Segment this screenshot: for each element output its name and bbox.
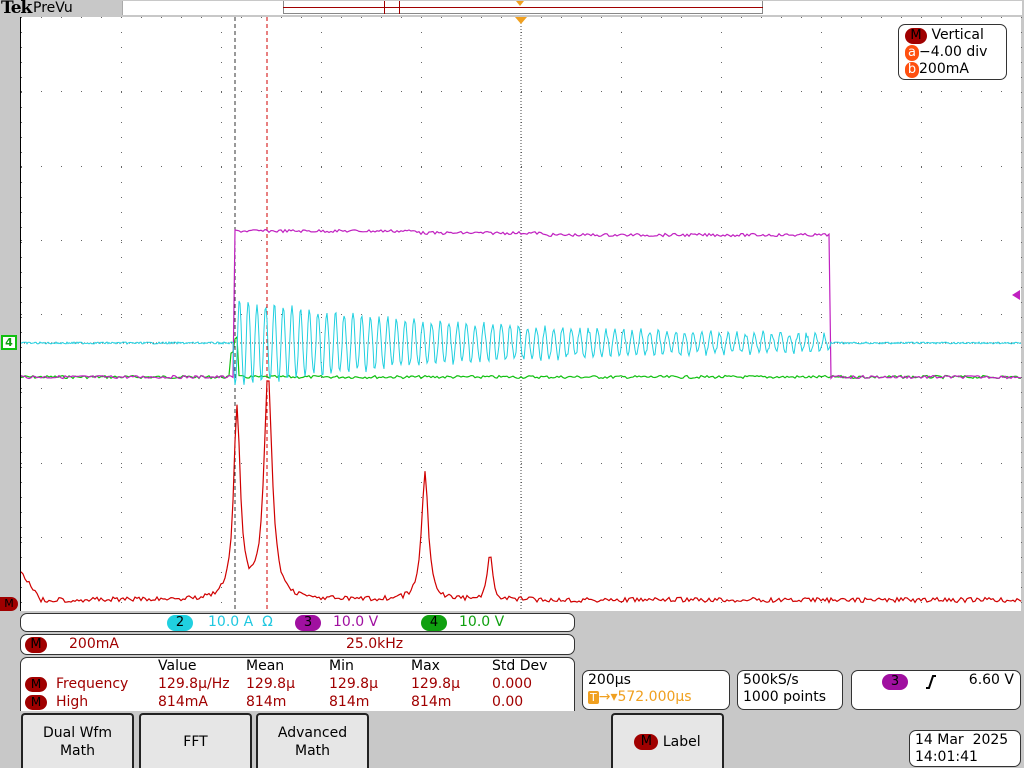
math-badge: M: [25, 695, 47, 710]
math-badge: M: [25, 637, 47, 653]
timebase-readout[interactable]: 200μs T →▾572.000μs: [582, 670, 730, 710]
trigger-source-badge: 3: [882, 674, 908, 690]
ch3-offset-arrow[interactable]: [1012, 290, 1020, 300]
ch4-scale[interactable]: 10.0 V: [459, 614, 505, 630]
math-badge: M: [905, 28, 927, 44]
measurement-header: Mean: [246, 658, 285, 674]
measurement-value: 0.00: [492, 694, 524, 710]
math-scale: 200mA: [69, 636, 119, 652]
top-bar: Tek PreVu: [0, 0, 1024, 18]
trigger-position: →▾572.000μs: [598, 689, 692, 705]
acquisition-readout[interactable]: 500kS/s 1000 points: [737, 670, 843, 710]
trigger-readout[interactable]: 3 6.60 V: [851, 670, 1021, 710]
trigger-position-icon: [515, 17, 527, 24]
measurement-value: 129.8μ: [411, 676, 460, 692]
label-text: Label: [662, 733, 701, 750]
waveform-display[interactable]: M Vertical a −4.00 div b 200mA: [20, 17, 1022, 611]
measurement-panel[interactable]: Value Mean Min Max Std Dev M Frequency 129.8μ/H…: [20, 657, 575, 711]
math-badge: M: [634, 733, 659, 750]
record-view-bar[interactable]: [122, 1, 1022, 15]
advanced-math-button[interactable]: Advanced Math: [256, 713, 369, 768]
ch4-badge[interactable]: 4: [421, 615, 447, 631]
date: 14 Mar 2025: [915, 732, 1009, 748]
measurement-value: 129.8μ/Hz: [158, 676, 230, 692]
measurement-value: 129.8μ: [329, 676, 378, 692]
label-button[interactable]: M Label: [611, 713, 724, 768]
measurement-value: 814m: [411, 694, 452, 710]
measurement-header: Value: [158, 658, 197, 674]
ch3-scale[interactable]: 10.0 V: [333, 614, 379, 630]
measurement-value: 129.8μ: [246, 676, 295, 692]
trigger-icon: T: [588, 691, 599, 704]
timebase-scale: 200μs: [588, 672, 631, 688]
record-length: 1000 points: [743, 689, 827, 705]
b-badge: b: [905, 62, 919, 78]
sample-rate: 500kS/s: [743, 672, 799, 688]
a-badge: a: [905, 45, 919, 61]
scale-value: 200mA: [919, 61, 969, 77]
trigger-position-icon: [516, 1, 524, 6]
measurement-name: Frequency: [56, 676, 129, 692]
math-fft-trace: [21, 380, 1022, 604]
fft-button[interactable]: FFT: [139, 713, 252, 768]
ch2-trace: [21, 300, 1022, 385]
position-value: −4.00 div: [919, 44, 988, 60]
measurement-value: 814mA: [158, 694, 208, 710]
ch3-badge[interactable]: 3: [295, 615, 321, 631]
time: 14:01:41: [915, 749, 978, 765]
math-badge: M: [25, 677, 47, 692]
ch4-marker[interactable]: 4: [1, 335, 17, 350]
vertical-title: Vertical: [931, 27, 984, 43]
dual-wfm-math-button[interactable]: Dual Wfm Math: [21, 713, 134, 768]
ch2-badge[interactable]: 2: [167, 615, 193, 631]
math-frequency: 25.0kHz: [346, 636, 404, 652]
datetime-readout: 14 Mar 2025 14:01:41: [909, 730, 1021, 767]
ch3-trace: [21, 228, 1022, 380]
channel-bar: 2 10.0 A Ω 3 10.0 V 4 10.0 V: [20, 613, 575, 632]
acquisition-mode: PreVu: [33, 0, 73, 16]
measurement-value: 814m: [246, 694, 287, 710]
math-bar[interactable]: M 200mA 25.0kHz: [20, 634, 575, 655]
rising-edge-icon: [926, 675, 936, 689]
measurement-name: High: [56, 694, 89, 710]
measurement-header: Std Dev: [492, 658, 548, 674]
ch2-scale[interactable]: 10.0 A Ω: [208, 614, 273, 630]
measurement-value: 0.000: [492, 676, 533, 692]
vertical-readout: M Vertical a −4.00 div b 200mA: [898, 24, 1007, 80]
trigger-level: 6.60 V: [968, 672, 1014, 688]
tek-logo: Tek: [1, 0, 32, 18]
measurement-header: Max: [411, 658, 440, 674]
math-marker[interactable]: M: [0, 597, 18, 611]
ch4-trace: [21, 335, 1021, 380]
measurement-value: 814m: [329, 694, 370, 710]
measurement-header: Min: [329, 658, 354, 674]
waveform-graticule: [21, 17, 1022, 611]
